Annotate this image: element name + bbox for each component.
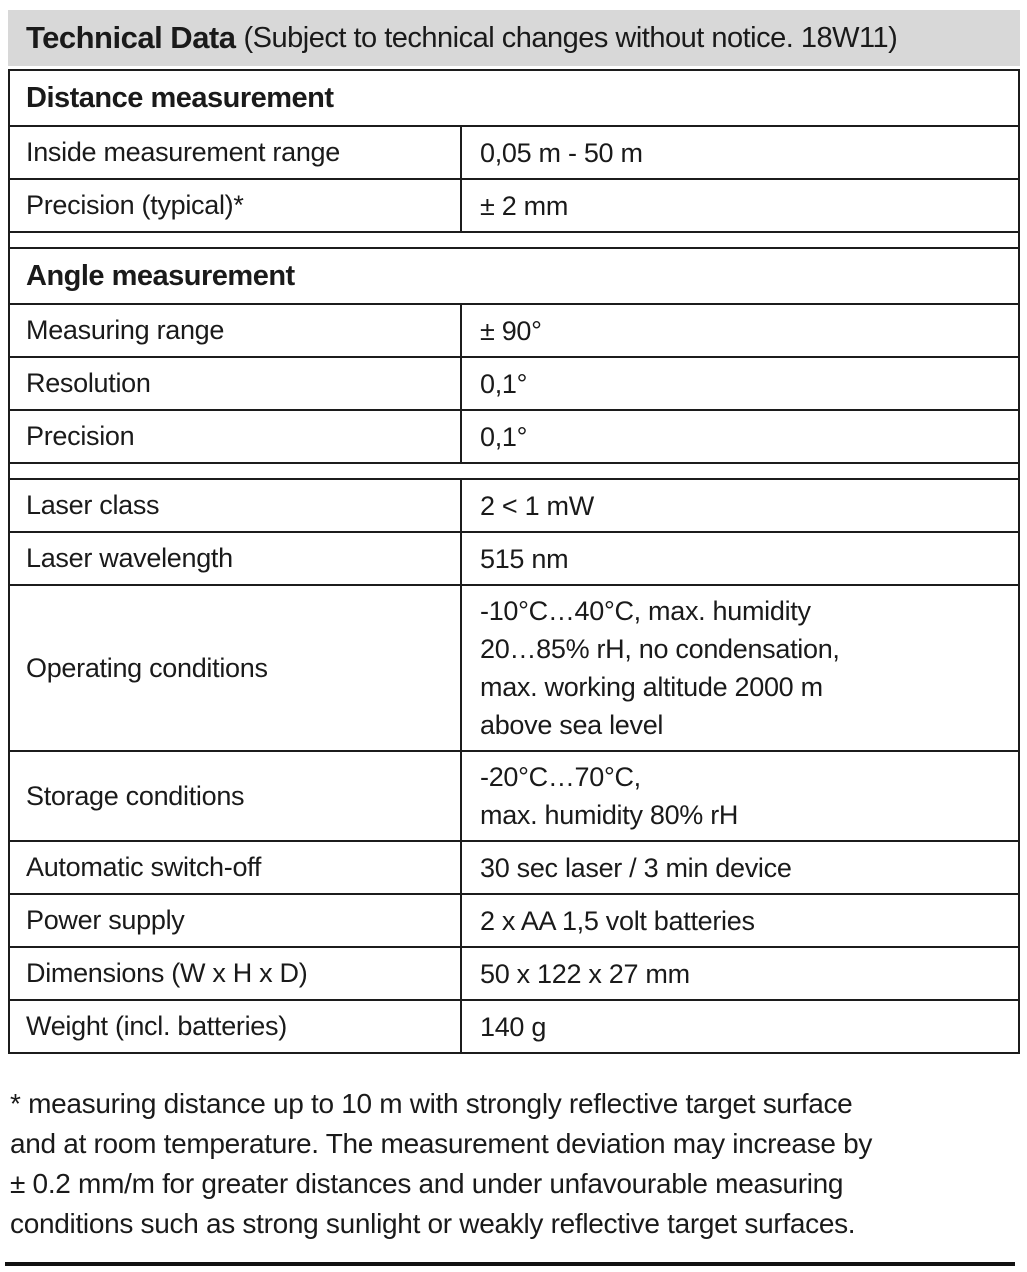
row-value: ± 2 mm <box>460 180 1018 231</box>
table-row: Power supply 2 x AA 1,5 volt batteries <box>10 893 1018 946</box>
row-value: -10°C…40°C, max. humidity 20…85% rH, no … <box>460 586 1018 750</box>
row-value: 515 nm <box>460 533 1018 584</box>
row-label: Dimensions (W x H x D) <box>26 958 308 988</box>
table-block-general: Laser class 2 < 1 mW Laser wavelength 51… <box>8 478 1020 1054</box>
table-row: Automatic switch-off 30 sec laser / 3 mi… <box>10 840 1018 893</box>
row-label: Laser class <box>26 490 160 520</box>
table-block-distance: Distance measurement Inside measurement … <box>8 69 1020 233</box>
section-header-row: Distance measurement <box>10 71 1018 125</box>
row-value: 2 < 1 mW <box>460 480 1018 531</box>
row-label: Storage conditions <box>26 780 245 811</box>
table-row: Precision (typical)* ± 2 mm <box>10 178 1018 231</box>
content-column: Technical Data (Subject to technical cha… <box>8 10 1020 1244</box>
table-row: Weight (incl. batteries) 140 g <box>10 999 1018 1052</box>
section-title: Angle measurement <box>26 259 295 292</box>
row-label: Operating conditions <box>26 652 268 683</box>
table-row: Precision 0,1° <box>10 409 1018 462</box>
table-row: Resolution 0,1° <box>10 356 1018 409</box>
row-value: ± 90° <box>460 305 1018 356</box>
table-row: Operating conditions -10°C…40°C, max. hu… <box>10 584 1018 750</box>
table-row: Inside measurement range 0,05 m - 50 m <box>10 125 1018 178</box>
row-value: 2 x AA 1,5 volt batteries <box>460 895 1018 946</box>
row-label: Measuring range <box>26 315 225 345</box>
row-label: Power supply <box>26 905 185 935</box>
footnote-text: * measuring distance up to 10 m with str… <box>10 1088 873 1239</box>
table-block-angle: Angle measurement Measuring range ± 90° … <box>8 247 1020 464</box>
row-label: Precision <box>26 421 135 451</box>
page-title: Technical Data <box>26 20 236 55</box>
row-label: Laser wavelength <box>26 543 233 573</box>
row-label: Inside measurement range <box>26 137 340 167</box>
row-label: Weight (incl. batteries) <box>26 1011 287 1041</box>
table-row: Dimensions (W x H x D) 50 x 122 x 27 mm <box>10 946 1018 999</box>
page-title-suffix: (Subject to technical changes without no… <box>243 21 898 54</box>
row-value: 0,05 m - 50 m <box>460 127 1018 178</box>
section-title: Distance measurement <box>26 81 334 114</box>
title-bar: Technical Data (Subject to technical cha… <box>8 10 1020 66</box>
table-row: Laser class 2 < 1 mW <box>10 480 1018 531</box>
row-label: Automatic switch-off <box>26 852 262 882</box>
row-value: -20°C…70°C, max. humidity 80% rH <box>460 752 1018 840</box>
row-value: 50 x 122 x 27 mm <box>460 948 1018 999</box>
row-label: Resolution <box>26 368 151 398</box>
row-value: 30 sec laser / 3 min device <box>460 842 1018 893</box>
section-gap <box>8 464 1020 478</box>
row-label: Precision (typical)* <box>26 190 244 220</box>
row-value: 0,1° <box>460 411 1018 462</box>
table-row: Laser wavelength 515 nm <box>10 531 1018 584</box>
row-value: 140 g <box>460 1001 1018 1052</box>
row-value: 0,1° <box>460 358 1018 409</box>
bottom-divider <box>5 1262 1015 1266</box>
section-header-row: Angle measurement <box>10 249 1018 303</box>
table-row: Measuring range ± 90° <box>10 303 1018 356</box>
table-row: Storage conditions -20°C…70°C, max. humi… <box>10 750 1018 840</box>
section-gap <box>8 233 1020 247</box>
